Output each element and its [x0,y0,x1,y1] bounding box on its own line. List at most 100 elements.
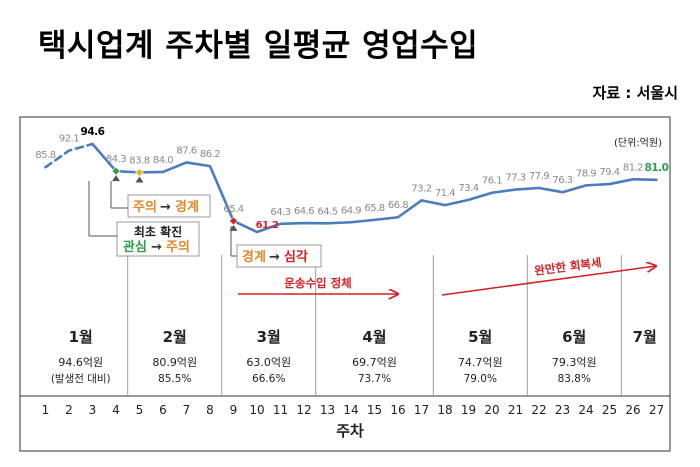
chart-frame [19,116,671,452]
data-label: 87.6 [176,145,196,156]
data-point [185,161,188,164]
annotation-first-line1: 최초 확진 [134,224,182,239]
x-tick-label: 4 [112,403,120,417]
annotation-arrow-glyph: → [269,250,280,265]
month-value: 63.0억원 [246,356,291,369]
x-tick-label: 26 [625,403,640,417]
month-ratio: (발생전 대비) [51,373,111,385]
x-tick-label: 10 [249,403,264,417]
data-label: 64.5 [317,206,337,217]
data-point [420,199,423,202]
x-tick-label: 7 [183,403,191,417]
annotation-serious-box: 경계 → 심각 [236,244,322,268]
x-tick-label: 16 [390,403,405,417]
data-point [443,203,447,207]
data-point [655,178,658,182]
month-ratio: 73.7% [358,373,391,385]
data-label: 94.6 [81,126,105,138]
data-point-marker [229,216,238,226]
x-tick-label: 11 [273,403,288,417]
x-tick-label: 17 [414,403,429,417]
x-tick-label: 3 [89,403,97,417]
month-ratio: 66.6% [252,373,285,385]
x-tick-label: 20 [484,403,499,417]
annotation-first-b: 주의 [166,239,190,255]
data-label: 71.4 [435,188,455,199]
data-label: 66.8 [388,200,408,211]
x-tick-label: 9 [230,403,238,417]
data-point [373,218,376,222]
x-tick-label: 13 [320,403,335,417]
data-point [608,182,611,186]
data-label: 81.2 [623,162,643,173]
data-label: 65.8 [364,203,384,214]
data-label: 85.8 [35,150,55,161]
annotation-arrow-glyph: → [151,240,162,255]
data-point-marker [135,168,144,177]
month-ratio: 83.8% [558,373,591,385]
data-point [67,149,71,152]
x-tick-label: 22 [531,403,546,417]
data-label: 64.6 [294,206,314,217]
data-point-arrow [112,175,120,182]
data-label: 76.1 [482,176,502,187]
month-label: 5월 [468,328,492,346]
x-tick-label: 23 [555,403,570,417]
data-point [349,221,353,224]
month-value: 94.6억원 [58,356,103,369]
data-label: 79.4 [599,167,619,178]
data-point [396,216,400,219]
month-label: 4월 [362,328,386,346]
data-label: 77.3 [505,173,525,184]
month-ratio: 79.0% [464,373,497,385]
annotation-first-a: 관심 [123,239,147,255]
annotation-serious-a: 경계 [242,249,266,265]
data-point [514,188,517,191]
x-axis-label: 주차 [336,422,364,440]
x-tick-label: 19 [461,403,476,417]
annotation-first-case-box: 최초 확진 관심 → 주의 [116,221,200,257]
data-label: 86.2 [200,149,220,160]
unit-label: (단위:억원) [614,136,662,149]
data-label: 73.2 [411,183,431,194]
data-point [161,170,165,174]
data-point [44,165,47,169]
month-label: 7월 [633,328,657,346]
x-tick-label: 1 [42,403,50,417]
annotation-arrow-glyph: → [160,200,171,215]
x-tick-label: 21 [508,403,523,417]
data-label: 92.1 [59,134,79,145]
annotation-serious-b: 심각 [284,249,308,265]
x-tick-label: 24 [578,403,593,417]
data-point [208,164,212,168]
data-label: 78.9 [576,168,596,179]
data-point [279,222,282,226]
data-point [537,186,541,190]
month-ratio: 85.5% [158,373,191,385]
x-tick-label: 25 [602,403,617,417]
month-label: 6월 [562,328,586,346]
data-label: 84.0 [153,155,173,166]
x-tick-label: 5 [136,403,144,417]
data-label: 61.2 [256,220,279,231]
month-value: 74.7억원 [458,356,503,369]
x-tick-label: 12 [296,403,311,417]
data-label: 64.3 [270,207,290,218]
data-point [490,191,494,194]
month-value: 80.9억원 [152,356,197,369]
month-label: 1월 [69,328,93,346]
annotation-attention-b: 경계 [175,199,199,215]
data-label: 73.4 [458,183,478,194]
data-point-arrow [135,176,144,183]
page-title: 택시업계 주차별 일평균 영업수입 [38,28,479,64]
data-point [255,230,259,234]
data-label: 65.4 [223,204,243,215]
data-point [561,191,564,194]
annotation-attention-a: 주의 [133,199,157,215]
recovery-arrow [441,266,656,296]
data-point [467,198,470,202]
x-tick-label: 15 [367,403,382,417]
data-point [302,221,306,225]
data-label: 84.3 [106,154,126,165]
